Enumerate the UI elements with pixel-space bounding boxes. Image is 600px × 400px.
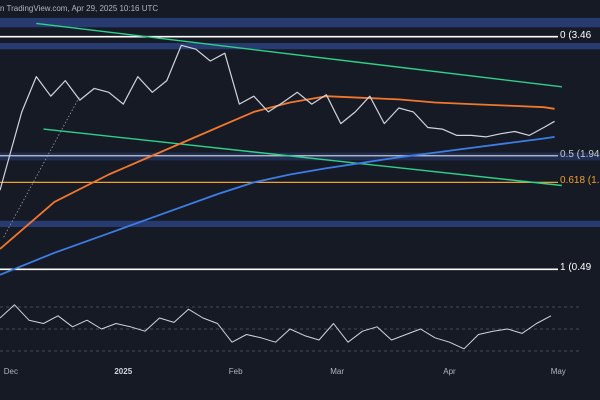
x-tick-may: May: [550, 367, 566, 376]
rsi-line: [0, 304, 552, 350]
zone-lower-demand: [0, 220, 600, 228]
fib-label-0: 0 (3.46: [560, 29, 592, 41]
fib-label-1: 0.5 (1.94: [560, 148, 600, 160]
trendline-1: [43, 128, 562, 187]
price-series-line: [0, 44, 555, 191]
zone-upper-demand: [0, 42, 600, 50]
zone-supply: [0, 17, 600, 28]
x-tick-feb: Feb: [228, 367, 243, 376]
moving-average-0: [0, 95, 555, 250]
x-tick-apr: Apr: [443, 367, 456, 376]
fib-label-3: 1 (0.49: [560, 262, 592, 274]
fib-label-2: 0.618 (1.60: [560, 175, 600, 187]
chart-watermark: n TradingView.com, Apr 29, 2025 10:16 UT…: [0, 4, 159, 13]
moving-average-1: [0, 136, 555, 276]
trendline-0: [36, 22, 562, 88]
x-tick-2025: 2025: [114, 367, 133, 376]
x-tick-mar: Mar: [330, 367, 345, 376]
x-tick-dec: Dec: [3, 367, 18, 376]
fib-anchor-line: [3, 96, 81, 238]
